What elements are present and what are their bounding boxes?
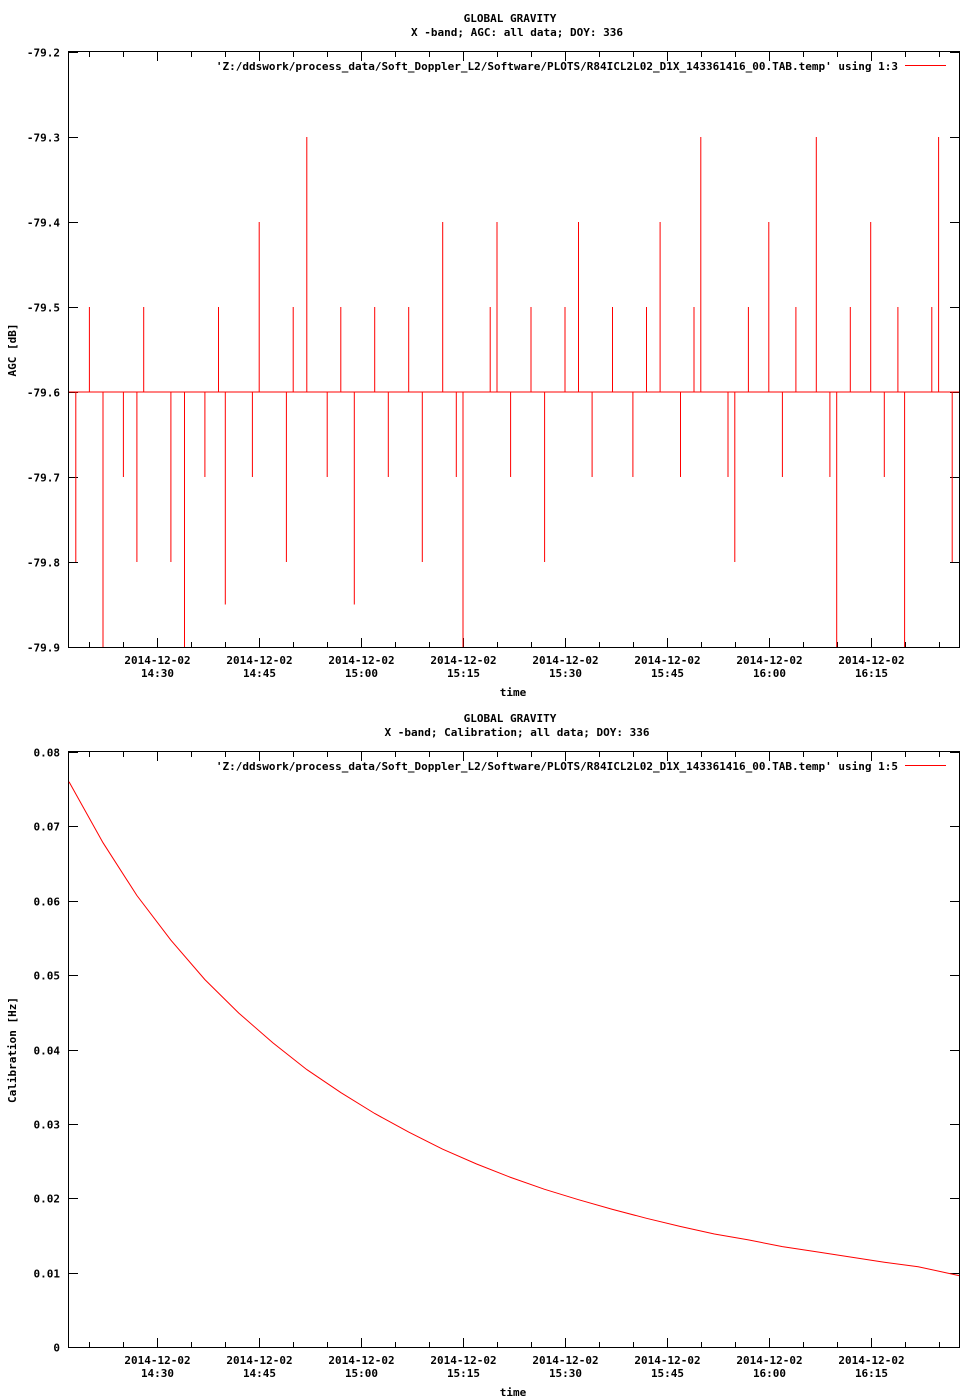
calibration-x-tick-time: 16:00 <box>753 1367 786 1380</box>
calibration-x-tick-date: 2014-12-02 <box>226 1354 292 1367</box>
calibration-x-ticks: 2014-12-0214:302014-12-0214:452014-12-02… <box>89 752 940 1380</box>
calibration-x-tick-time: 16:15 <box>855 1367 888 1380</box>
calibration-x-tick-time: 14:30 <box>141 1367 174 1380</box>
agc-x-tick-date: 2014-12-02 <box>532 654 598 667</box>
agc-x-tick-time: 14:45 <box>243 667 276 680</box>
agc-x-ticks: 2014-12-0214:302014-12-0214:452014-12-02… <box>89 52 940 680</box>
agc-plot-frame <box>68 51 960 648</box>
calibration-y-tick-label: 0.06 <box>34 896 61 909</box>
calibration-x-tick-date: 2014-12-02 <box>328 1354 394 1367</box>
agc-chart-subtitle: X -band; AGC: all data; DOY: 336 <box>411 26 623 39</box>
agc-y-tick-label: -79.7 <box>27 472 60 485</box>
agc-chart-title: GLOBAL GRAVITY <box>464 12 557 25</box>
agc-x-tick-time: 15:00 <box>345 667 378 680</box>
calibration-x-tick-time: 15:30 <box>549 1367 582 1380</box>
calibration-x-tick-time: 15:15 <box>447 1367 480 1380</box>
calibration-x-axis-label: time <box>500 1386 527 1399</box>
agc-y-tick-label: -79.8 <box>27 557 60 570</box>
agc-y-tick-label: -79.3 <box>27 132 60 145</box>
agc-x-tick-time: 15:15 <box>447 667 480 680</box>
calibration-x-tick-date: 2014-12-02 <box>430 1354 496 1367</box>
agc-y-tick-label: -79.9 <box>27 642 60 655</box>
calibration-y-tick-label: 0.01 <box>34 1268 61 1281</box>
agc-x-tick-time: 14:30 <box>141 667 174 680</box>
calibration-x-tick-date: 2014-12-02 <box>124 1354 190 1367</box>
agc-x-tick-date: 2014-12-02 <box>124 654 190 667</box>
calibration-x-tick-date: 2014-12-02 <box>838 1354 904 1367</box>
agc-panel: GLOBAL GRAVITY X -band; AGC: all data; D… <box>6 12 960 699</box>
agc-x-tick-date: 2014-12-02 <box>838 654 904 667</box>
calibration-y-tick-label: 0.04 <box>34 1045 61 1058</box>
calibration-series-line <box>68 781 960 1277</box>
agc-x-axis-label: time <box>500 686 527 699</box>
calibration-y-tick-label: 0.07 <box>34 821 61 834</box>
calibration-y-tick-label: 0.03 <box>34 1119 61 1132</box>
agc-y-tick-label: -79.6 <box>27 387 60 400</box>
calibration-x-tick-date: 2014-12-02 <box>736 1354 802 1367</box>
calibration-y-tick-label: 0.08 <box>34 747 61 760</box>
agc-y-axis-label: AGC [dB] <box>6 324 19 377</box>
agc-legend-label: 'Z:/ddswork/process_data/Soft_Doppler_L2… <box>216 60 898 73</box>
calibration-y-tick-label: 0 <box>53 1342 60 1355</box>
calibration-y-tick-label: 0.02 <box>34 1193 61 1206</box>
calibration-x-tick-date: 2014-12-02 <box>634 1354 700 1367</box>
agc-y-tick-label: -79.5 <box>27 302 60 315</box>
agc-x-tick-time: 16:15 <box>855 667 888 680</box>
calibration-y-ticks: 0 0.01 0.02 0.03 0.04 0.05 0.06 0.07 0.08 <box>34 747 959 1355</box>
agc-x-tick-time: 15:30 <box>549 667 582 680</box>
calibration-chart-title: GLOBAL GRAVITY <box>464 712 557 725</box>
agc-series-line <box>69 137 959 647</box>
agc-x-tick-date: 2014-12-02 <box>226 654 292 667</box>
calibration-y-tick-label: 0.05 <box>34 970 61 983</box>
calibration-chart-subtitle: X -band; Calibration; all data; DOY: 336 <box>385 726 650 739</box>
agc-x-tick-date: 2014-12-02 <box>430 654 496 667</box>
calibration-y-axis-label: Calibration [Hz] <box>6 997 19 1103</box>
agc-y-tick-label: -79.4 <box>27 217 60 230</box>
calibration-legend-label: 'Z:/ddswork/process_data/Soft_Doppler_L2… <box>216 760 898 773</box>
agc-x-tick-time: 15:45 <box>651 667 684 680</box>
agc-y-ticks: -79.9 -79.8 -79.7 -79.6 -79.5 -79.4 -79.3 -79.2 <box>27 47 959 655</box>
agc-x-tick-date: 2014-12-02 <box>736 654 802 667</box>
calibration-x-tick-time: 15:00 <box>345 1367 378 1380</box>
agc-x-tick-time: 16:00 <box>753 667 786 680</box>
calibration-panel: GLOBAL GRAVITY X -band; Calibration; all… <box>6 712 960 1399</box>
agc-x-tick-date: 2014-12-02 <box>328 654 394 667</box>
calibration-x-tick-date: 2014-12-02 <box>532 1354 598 1367</box>
calibration-x-tick-time: 15:45 <box>651 1367 684 1380</box>
agc-x-tick-date: 2014-12-02 <box>634 654 700 667</box>
calibration-x-tick-time: 14:45 <box>243 1367 276 1380</box>
calibration-plot-frame <box>68 751 960 1348</box>
agc-y-tick-label: -79.2 <box>27 47 60 60</box>
